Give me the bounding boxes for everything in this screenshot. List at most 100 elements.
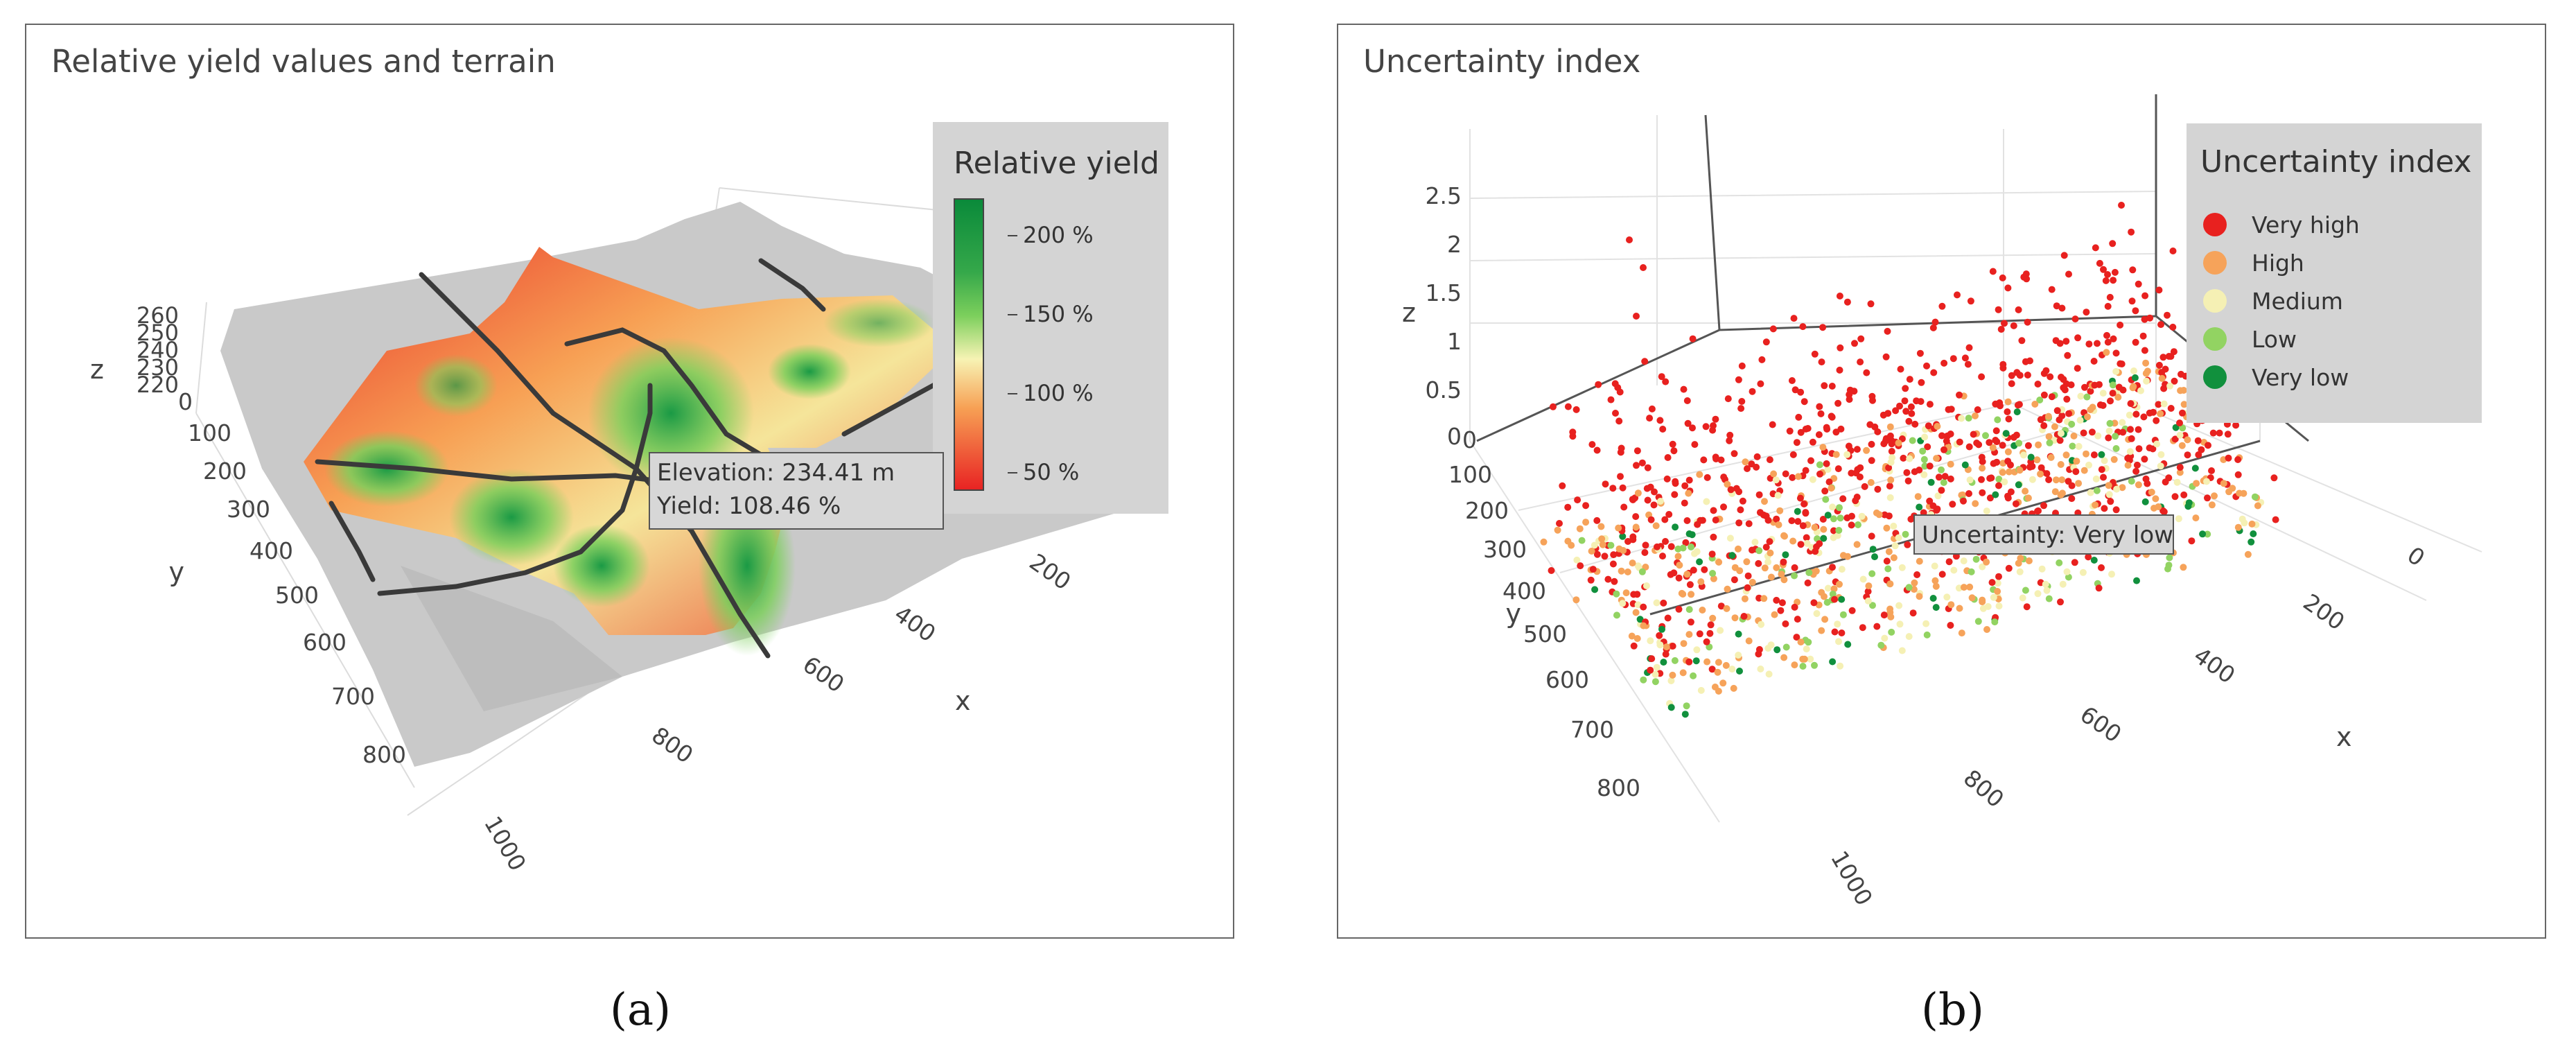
scatter-point	[2085, 340, 2093, 348]
scatter-point	[2022, 270, 2030, 278]
scatter-point	[1916, 557, 1923, 565]
scatter-point	[1632, 513, 1640, 521]
scatter-point	[2180, 387, 2187, 394]
scatter-point	[1720, 473, 1728, 481]
scatter-point	[1983, 507, 1990, 515]
scatter-point	[2001, 478, 2008, 486]
scatter-point	[2176, 419, 2183, 427]
scatter-point	[1707, 621, 1715, 629]
y-axis: 0 100 200 300 400 500 600 700 800 y	[1448, 426, 1640, 801]
scatter-point	[2180, 564, 2187, 571]
scatter-point	[2248, 538, 2255, 546]
scatter-point	[1834, 399, 1842, 407]
scatter-point	[1809, 476, 1816, 483]
scatter-point	[1654, 543, 1661, 550]
uncertainty-scatter-plot[interactable]: 2.5 2 1.5 1 0.5 0 z 0 100 200 300 400 50…	[1338, 25, 2546, 939]
scatter-point	[2208, 467, 2215, 474]
scatter-point	[1994, 588, 2001, 595]
scatter-point	[2062, 338, 2070, 345]
scatter-point	[2250, 530, 2257, 537]
scatter-point	[1818, 627, 1825, 634]
scatter-point	[1797, 638, 1805, 646]
scatter-point	[1994, 580, 2001, 587]
scatter-point	[1874, 485, 1882, 493]
scatter-point	[1886, 423, 1894, 431]
scatter-point	[1931, 562, 1938, 570]
scatter-point	[1883, 557, 1891, 565]
scatter-point	[2034, 381, 2042, 388]
y-tick: 800	[1597, 774, 1640, 801]
scatter-point	[2157, 321, 2164, 329]
scatter-point	[1886, 580, 1894, 588]
scatter-point	[1564, 403, 1572, 410]
scatter-point	[1902, 385, 1909, 392]
scatter-point	[2133, 577, 2140, 584]
scatter-point	[1958, 415, 1965, 422]
panel-relative-yield: 260 250 240 230 220 z 0 100 200 300 400 …	[25, 24, 1234, 939]
scatter-point	[2119, 484, 2126, 492]
scatter-point	[1829, 503, 1837, 511]
scatter-point	[2114, 394, 2122, 401]
scatter-point	[1737, 506, 1744, 514]
scatter-point	[1865, 582, 1873, 590]
scatter-point	[1799, 323, 1807, 331]
scatter-point	[2013, 408, 2021, 416]
scatter-point	[1941, 473, 1949, 480]
scatter-point	[1920, 455, 1928, 463]
scatter-point	[2043, 587, 2051, 594]
y-tick: 400	[249, 537, 293, 564]
scatter-point	[1769, 421, 1776, 428]
scatter-point	[1794, 518, 1802, 525]
scatter-point	[1685, 476, 1693, 484]
scatter-point	[1884, 327, 1891, 335]
scatter-point	[1767, 573, 1775, 581]
scatter-point	[2175, 515, 2182, 523]
scatter-point	[2160, 400, 2168, 408]
scatter-point	[1743, 558, 1751, 566]
scatter-point	[1593, 446, 1601, 454]
legend-item-very-low[interactable]: Very low	[2203, 359, 2349, 395]
scatter-point	[1796, 494, 1804, 502]
z-tick: 1	[1447, 328, 1462, 355]
z-tick: 230	[137, 354, 179, 381]
scatter-point	[1837, 514, 1844, 522]
legend-item-very-high[interactable]: Very high	[2203, 207, 2360, 243]
scatter-point	[1797, 541, 1805, 548]
scatter-point	[1890, 522, 1898, 530]
scatter-point	[1824, 584, 1832, 592]
scatter-point	[1875, 511, 1883, 519]
scatter-point	[2004, 494, 2012, 502]
scatter-point	[2024, 442, 2032, 449]
colorbar-tick: 100 %	[1008, 380, 1094, 406]
scatter-point	[1766, 456, 1773, 464]
scatter-point	[1663, 643, 1670, 651]
scatter-point	[2096, 259, 2103, 267]
scatter-point	[1629, 533, 1637, 541]
scatter-point	[1709, 426, 1717, 434]
scatter-point	[1888, 448, 1895, 455]
scatter-point	[2099, 390, 2107, 397]
scatter-point	[1777, 607, 1785, 614]
scatter-point	[2048, 393, 2056, 401]
legend-item-low[interactable]: Low	[2203, 321, 2297, 357]
legend-item-high[interactable]: High	[2203, 245, 2304, 281]
colorbar[interactable]	[954, 198, 984, 491]
scatter-point	[1836, 293, 1843, 299]
scatter-point	[2180, 491, 2188, 498]
scatter-point	[1886, 432, 1894, 440]
scatter-point	[1896, 620, 1904, 628]
scatter-point	[2047, 453, 2055, 461]
scatter-point	[2204, 494, 2211, 502]
legend-item-medium[interactable]: Medium	[2203, 283, 2343, 319]
x-tick: 800	[1959, 764, 2009, 813]
scatter-point	[1559, 482, 1566, 489]
scatter-point	[2046, 439, 2053, 446]
scatter-point	[2018, 337, 2026, 345]
scatter-point	[1709, 570, 1717, 577]
scatter-point	[1706, 643, 1713, 651]
scatter-point	[2015, 306, 2022, 313]
scatter-point	[1644, 496, 1651, 504]
scatter-point	[2080, 429, 2087, 437]
scatter-point	[1693, 548, 1701, 555]
scatter-point	[1907, 403, 1915, 410]
